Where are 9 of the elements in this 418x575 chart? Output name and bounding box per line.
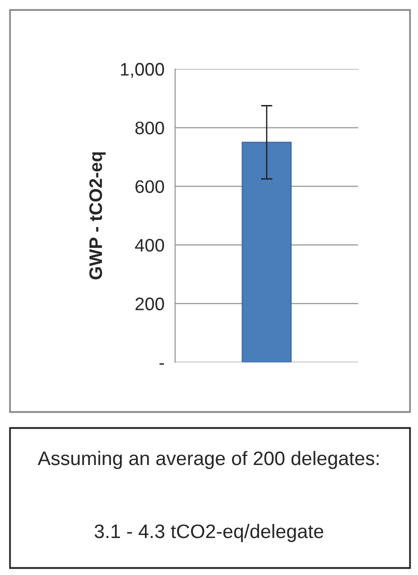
y-axis-title: GWP - tCO2-eq [89,152,106,280]
y-tick-label: 200 [136,298,164,310]
y-tick-label: 400 [135,238,164,252]
text: Assuming an average of 200 delegates: [38,450,379,470]
y-tick-label: - [160,363,164,365]
y-tick-label: 600 [136,180,164,194]
text: 3.1 - 4.3 tCO2-eq/delegate [94,524,324,542]
y-tick-label: 800 [135,122,164,134]
y-tick-label: 1,000 [120,62,164,78]
